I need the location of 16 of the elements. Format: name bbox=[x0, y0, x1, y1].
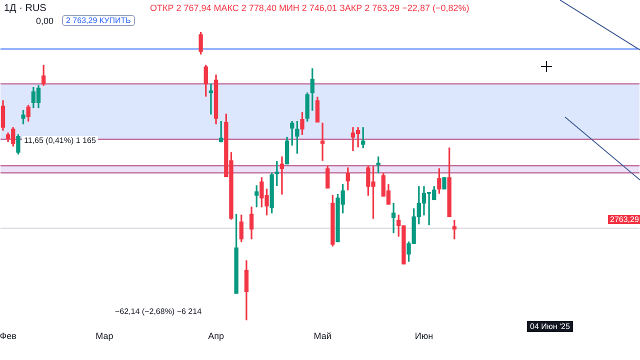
x-tick-label: Апр bbox=[208, 331, 224, 342]
x-tick-label: Фев bbox=[0, 331, 17, 342]
text: 04 Июн '25 bbox=[527, 321, 573, 332]
candlestick bbox=[320, 122, 325, 161]
text: 0,00 bbox=[36, 16, 54, 26]
chart-subtitle: ОТКР 2 767,94 МАКС 2 778,40 МИН 2 746,01 ЗАКР 2 763,29 −22,87 (−0,82%) bbox=[150, 3, 470, 13]
annotation: −62,14 (−2,68%) −6 214 bbox=[115, 307, 202, 316]
chart-title: 1Д · RUS bbox=[4, 3, 46, 14]
candlestick bbox=[391, 202, 396, 234]
annotation: 11,65 (0,41%) 1 165 bbox=[22, 136, 98, 145]
candlestick bbox=[280, 156, 284, 195]
x-tick-label: Мар bbox=[96, 331, 114, 342]
text: 2 763,29 КУПИТЬ bbox=[62, 15, 135, 26]
annotation: 2763,29 bbox=[608, 215, 640, 224]
x-tick-label: Июн bbox=[414, 331, 434, 342]
x-tick-label: Май bbox=[314, 331, 332, 342]
